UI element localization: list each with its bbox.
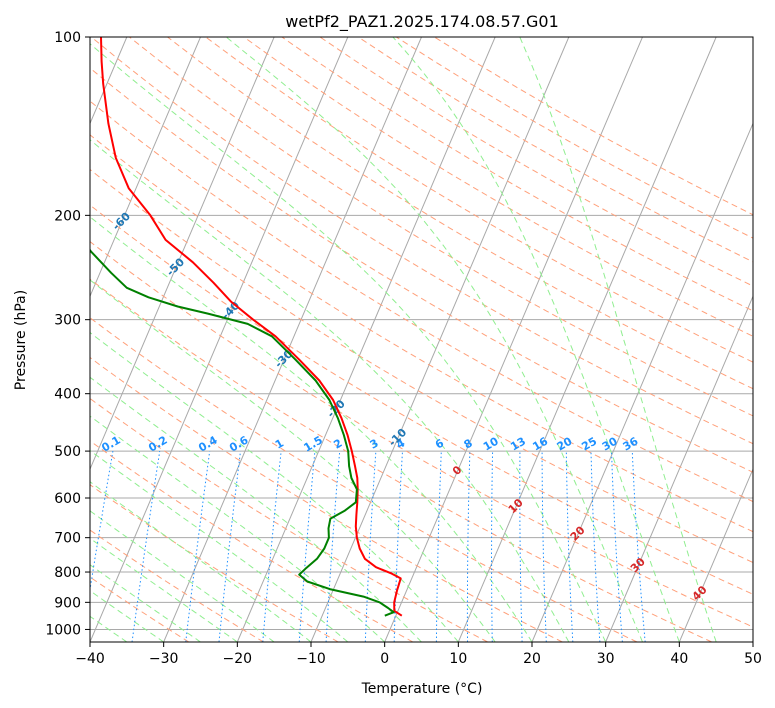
x-tick-label: 20 bbox=[523, 651, 541, 667]
isotherm-label: 20 bbox=[568, 523, 588, 543]
dry-adiabat-line bbox=[90, 241, 753, 628]
y-tick-label: 900 bbox=[54, 595, 81, 611]
isotherm-line bbox=[752, 640, 753, 642]
isotherm-label: -30 bbox=[272, 347, 295, 370]
x-tick-label: −20 bbox=[223, 651, 253, 667]
mixing-ratio-line bbox=[565, 451, 574, 642]
mixing-ratio-label: 2 bbox=[331, 437, 344, 452]
dry-adiabat-line bbox=[90, 440, 414, 642]
moist-adiabat-line bbox=[90, 331, 459, 642]
dry-adiabat-line bbox=[90, 134, 753, 533]
y-tick-label: 800 bbox=[54, 565, 81, 581]
y-axis-label: Pressure (hPa) bbox=[13, 290, 29, 390]
dry-adiabat-line bbox=[167, 37, 753, 390]
x-tick-label: −10 bbox=[296, 651, 326, 667]
isotherm-line bbox=[163, 37, 422, 642]
y-axis: 100 200 300 400 500 600 700 800 900 1000 bbox=[45, 30, 90, 638]
dry-adiabat-line bbox=[243, 37, 753, 337]
moist-adiabat-line bbox=[90, 415, 386, 642]
moist-adiabat-line bbox=[225, 37, 643, 642]
dry-adiabat-line bbox=[90, 168, 753, 564]
isotherm-label: 40 bbox=[690, 583, 710, 603]
moist-adiabat-line bbox=[90, 510, 275, 642]
mixing-ratio-line bbox=[298, 451, 316, 642]
moist-adiabat-line bbox=[90, 590, 164, 642]
moist-adiabat-line bbox=[90, 139, 570, 642]
dry-adiabat-line bbox=[357, 37, 753, 263]
dry-adiabat-line bbox=[129, 37, 753, 417]
mixing-ratio-line bbox=[631, 451, 646, 642]
dry-adiabat-line bbox=[90, 356, 563, 642]
x-tick-label: 10 bbox=[449, 651, 467, 667]
moist-adiabat-line bbox=[90, 43, 607, 642]
y-tick-label: 400 bbox=[54, 387, 81, 403]
x-tick-label: 40 bbox=[670, 651, 688, 667]
moist-adiabat-line bbox=[90, 216, 533, 642]
isotherm-line bbox=[384, 37, 643, 642]
dry-adiabat-line bbox=[90, 278, 712, 642]
plot-area: 0.10.20.40.611.52346810131620253036-100-… bbox=[0, 37, 753, 642]
x-axis: −40 −30 −20 −10 0 10 20 30 40 50 bbox=[75, 642, 762, 667]
y-tick-label: 700 bbox=[54, 531, 81, 547]
y-tick-label: 200 bbox=[54, 208, 81, 224]
isotherm-line bbox=[531, 122, 753, 642]
dry-adiabat-line bbox=[90, 100, 753, 503]
dry-adiabat-line bbox=[90, 484, 339, 642]
mixing-ratio-line bbox=[435, 451, 442, 642]
moist-adiabat-line bbox=[519, 37, 717, 642]
isotherm-line bbox=[678, 467, 753, 642]
x-tick-label: −30 bbox=[149, 651, 179, 667]
x-tick-label: 0 bbox=[380, 651, 389, 667]
isotherm-line bbox=[90, 37, 349, 642]
temperature-profile bbox=[100, 37, 403, 617]
isotherm-line bbox=[457, 37, 717, 642]
dry-adiabat-line bbox=[90, 529, 264, 642]
y-tick-label: 100 bbox=[54, 30, 81, 46]
dry-adiabat-line bbox=[90, 37, 753, 445]
moist-adiabat-line bbox=[90, 481, 312, 642]
x-tick-label: 30 bbox=[597, 651, 615, 667]
mixing-ratio-line bbox=[262, 451, 282, 642]
x-tick-label: −40 bbox=[75, 651, 105, 667]
mixing-ratio-line bbox=[218, 451, 241, 642]
plot-frame bbox=[89, 36, 754, 643]
moist-adiabat-line bbox=[392, 37, 680, 642]
dry-adiabat-line bbox=[90, 204, 753, 595]
isotherm-line bbox=[90, 37, 275, 471]
moist-adiabat-line bbox=[90, 449, 349, 642]
moist-adiabat-line bbox=[90, 279, 496, 642]
moist-adiabat-line bbox=[90, 376, 422, 642]
dry-adiabat-line bbox=[281, 37, 753, 312]
mixing-ratio-line bbox=[491, 451, 494, 642]
mixing-ratio-line bbox=[90, 451, 114, 593]
mixing-ratio-label: 3 bbox=[368, 437, 381, 452]
y-tick-label: 500 bbox=[54, 444, 81, 460]
isotherm-label: -60 bbox=[110, 209, 133, 232]
dry-adiabat-line bbox=[90, 397, 488, 642]
chart-title: wetPf2_PAZ1.2025.174.08.57.G01 bbox=[285, 12, 559, 32]
isotherm-label: -70 bbox=[53, 169, 76, 192]
dry-adiabat-line bbox=[434, 37, 753, 216]
isotherm-line bbox=[236, 37, 496, 642]
y-tick-label: 300 bbox=[54, 313, 81, 329]
dewpoint-profile bbox=[90, 248, 395, 617]
isotherm-line bbox=[90, 37, 201, 298]
mixing-ratio-line bbox=[519, 451, 523, 642]
moist-adiabat-line bbox=[90, 564, 201, 642]
x-axis-label: Temperature (°C) bbox=[361, 681, 483, 697]
y-tick-label: 600 bbox=[54, 491, 81, 507]
mixing-ratio-label: 1 bbox=[273, 437, 286, 452]
y-tick-label: 1000 bbox=[45, 622, 81, 638]
isotherm-label: -80 bbox=[0, 129, 20, 152]
isotherm-label: 10 bbox=[506, 496, 526, 516]
mixing-ratio-line bbox=[131, 451, 161, 642]
isotherm-label: 0 bbox=[450, 463, 465, 478]
moist-adiabat-line bbox=[90, 537, 238, 642]
isotherm-line bbox=[605, 295, 753, 642]
x-tick-label: 50 bbox=[744, 651, 762, 667]
dry-adiabat-line bbox=[205, 37, 753, 363]
dry-adiabat-line bbox=[90, 317, 638, 642]
mixing-ratio-line bbox=[185, 451, 211, 642]
